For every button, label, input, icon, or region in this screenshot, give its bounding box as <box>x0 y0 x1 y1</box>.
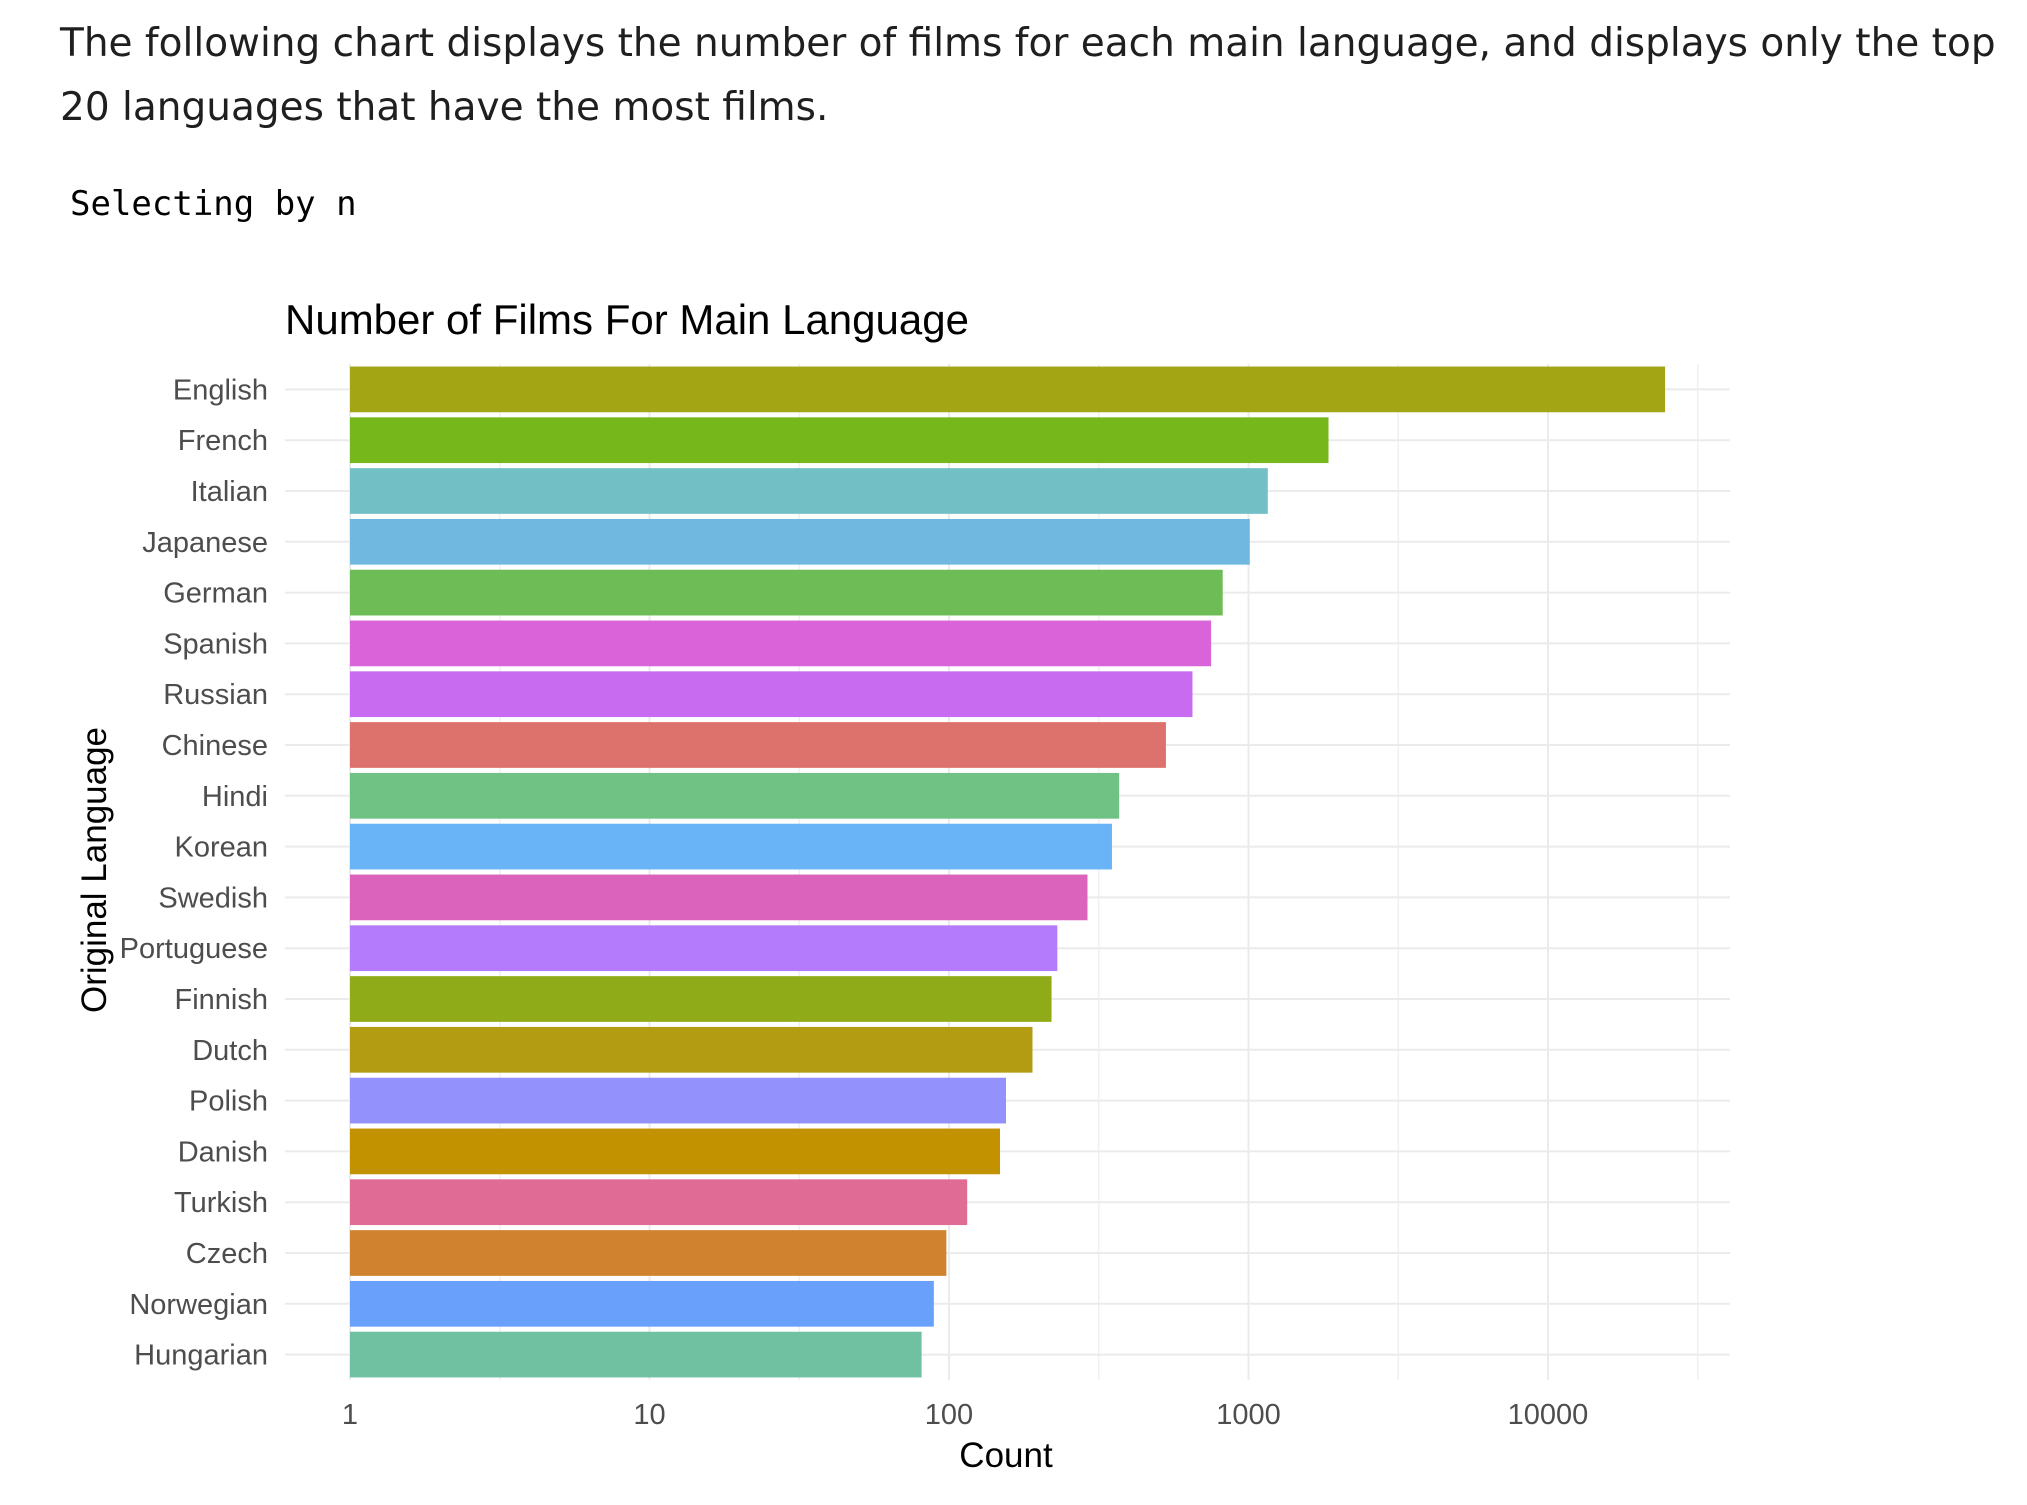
bar-swedish <box>350 874 1088 921</box>
x-tick-labels: 1 10 100 1000 10000 <box>342 1399 1588 1431</box>
x-axis-label: Count <box>959 1436 1053 1475</box>
x-tick-label: 10 <box>633 1399 665 1431</box>
x-tick-label: 1 <box>342 1399 358 1431</box>
bar-korean <box>350 823 1112 870</box>
bar-chinese <box>350 722 1166 768</box>
bar-danish <box>350 1128 1000 1175</box>
bar-spanish <box>350 620 1212 667</box>
bar-dutch <box>350 1026 1033 1073</box>
chart-title: Number of Films For Main Language <box>285 296 969 343</box>
bar-hindi <box>350 772 1120 819</box>
category-label: Finnish <box>175 984 269 1016</box>
bar-russian <box>350 671 1193 718</box>
console-output: Selecting by n <box>70 184 357 224</box>
category-label: German <box>163 578 268 610</box>
x-tick-label: 1000 <box>1216 1399 1281 1431</box>
category-label: Czech <box>186 1238 268 1270</box>
category-label: Polish <box>189 1086 268 1118</box>
grid-major <box>285 364 1730 1380</box>
bar-english <box>350 366 1666 413</box>
category-label: Chinese <box>162 730 268 762</box>
category-label: Spanish <box>163 628 268 660</box>
category-label: Norwegian <box>129 1289 268 1321</box>
grid-minor <box>499 364 1699 1380</box>
category-label: Dutch <box>192 1035 268 1067</box>
bar-turkish <box>350 1179 968 1226</box>
category-label: French <box>178 425 268 457</box>
x-tick-label: 100 <box>925 1399 973 1431</box>
category-label: Japanese <box>142 527 268 559</box>
category-labels: English French Italian Japanese German Spanis… <box>120 374 268 1371</box>
bar-japanese <box>350 518 1250 565</box>
intro-paragraph: The following chart displays the number … <box>60 21 1996 130</box>
bar-french <box>350 417 1329 464</box>
bar-finnish <box>350 976 1052 1022</box>
category-label: Portuguese <box>120 933 268 965</box>
bars <box>350 366 1666 1378</box>
bar-portuguese <box>350 925 1058 972</box>
category-label: Italian <box>191 476 268 508</box>
category-label: Turkish <box>174 1187 268 1219</box>
bar-hungarian <box>350 1331 922 1378</box>
bar-italian <box>350 468 1268 514</box>
category-label: English <box>173 374 268 406</box>
category-label: Danish <box>178 1136 268 1168</box>
category-label: Russian <box>163 679 268 711</box>
category-label: Hungarian <box>134 1340 268 1372</box>
category-label: Korean <box>174 832 268 864</box>
bar-czech <box>350 1230 947 1276</box>
category-label: Swedish <box>158 882 268 914</box>
x-tick-label: 10000 <box>1508 1399 1589 1431</box>
bar-german <box>350 569 1223 616</box>
y-axis-label: Original Language <box>75 727 114 1013</box>
category-label: Hindi <box>202 781 268 813</box>
bar-norwegian <box>350 1280 934 1327</box>
bar-polish <box>350 1077 1007 1124</box>
